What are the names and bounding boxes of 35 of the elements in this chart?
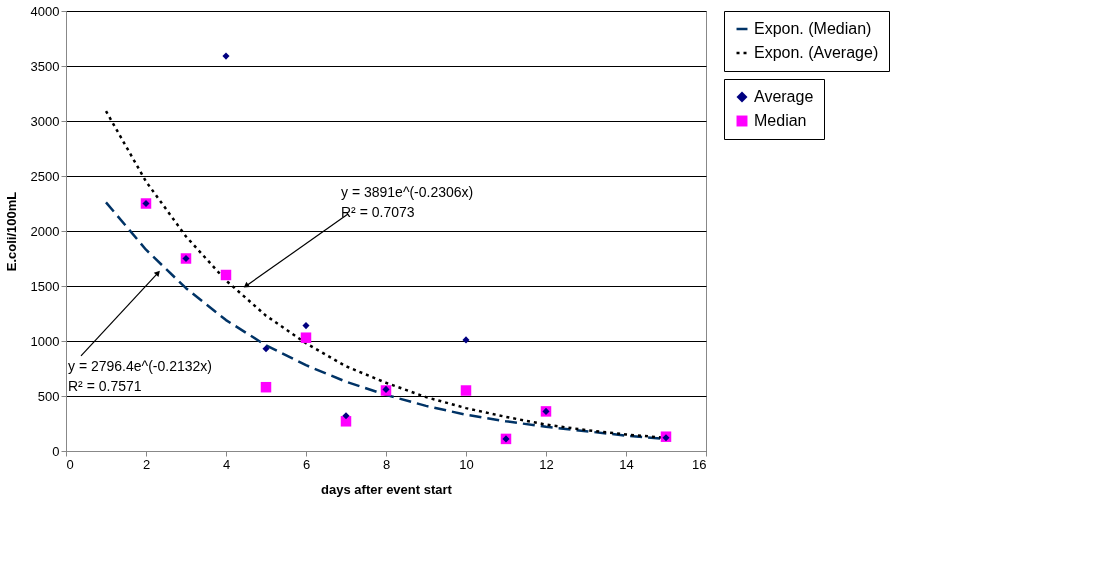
y-tick-label: 1500 — [30, 278, 60, 294]
point — [260, 381, 272, 393]
annotation: y = 3891e^(-0.2306x) R² = 0.7073 — [341, 184, 474, 220]
point — [300, 332, 312, 343]
x-tick-label: 10 — [459, 456, 474, 472]
y-tick-label: 3500 — [30, 58, 60, 74]
x-tick-label: 4 — [222, 456, 231, 472]
point — [302, 322, 310, 330]
y-axis-title: E.coli/100mL — [3, 191, 19, 272]
x-tick-label: 6 — [302, 456, 311, 472]
point — [460, 385, 472, 396]
y-tick-label: 4000 — [30, 3, 60, 19]
point — [342, 412, 350, 420]
y-tick-label: 1000 — [30, 333, 60, 349]
x-tick-label: 0 — [66, 456, 74, 472]
x-tick-label: 12 — [539, 456, 554, 472]
annotation: y = 2796.4e^(-0.2132x) R² = 0.7571 — [68, 357, 212, 394]
legend-label: Expon. (Average) — [754, 44, 879, 61]
legend-label: Median — [754, 112, 807, 129]
legend-label: Expon. (Median) — [754, 20, 872, 37]
x-tick-label: 14 — [619, 456, 634, 472]
point — [222, 52, 230, 60]
y-tick-label: 2500 — [30, 168, 60, 184]
point — [262, 345, 270, 353]
y-tick-label: 0 — [52, 443, 60, 459]
x-tick-label: 16 — [692, 456, 707, 472]
point — [462, 336, 470, 344]
x-axis-title: days after event start — [321, 481, 453, 497]
x-tick-label: 8 — [382, 456, 391, 472]
legend-label: Average — [754, 88, 814, 105]
x-tick-label: 2 — [142, 456, 151, 472]
y-tick-label: 3000 — [30, 113, 60, 129]
point — [220, 269, 232, 281]
y-tick-label: 2000 — [30, 223, 60, 239]
y-tick-label: 500 — [37, 388, 60, 404]
